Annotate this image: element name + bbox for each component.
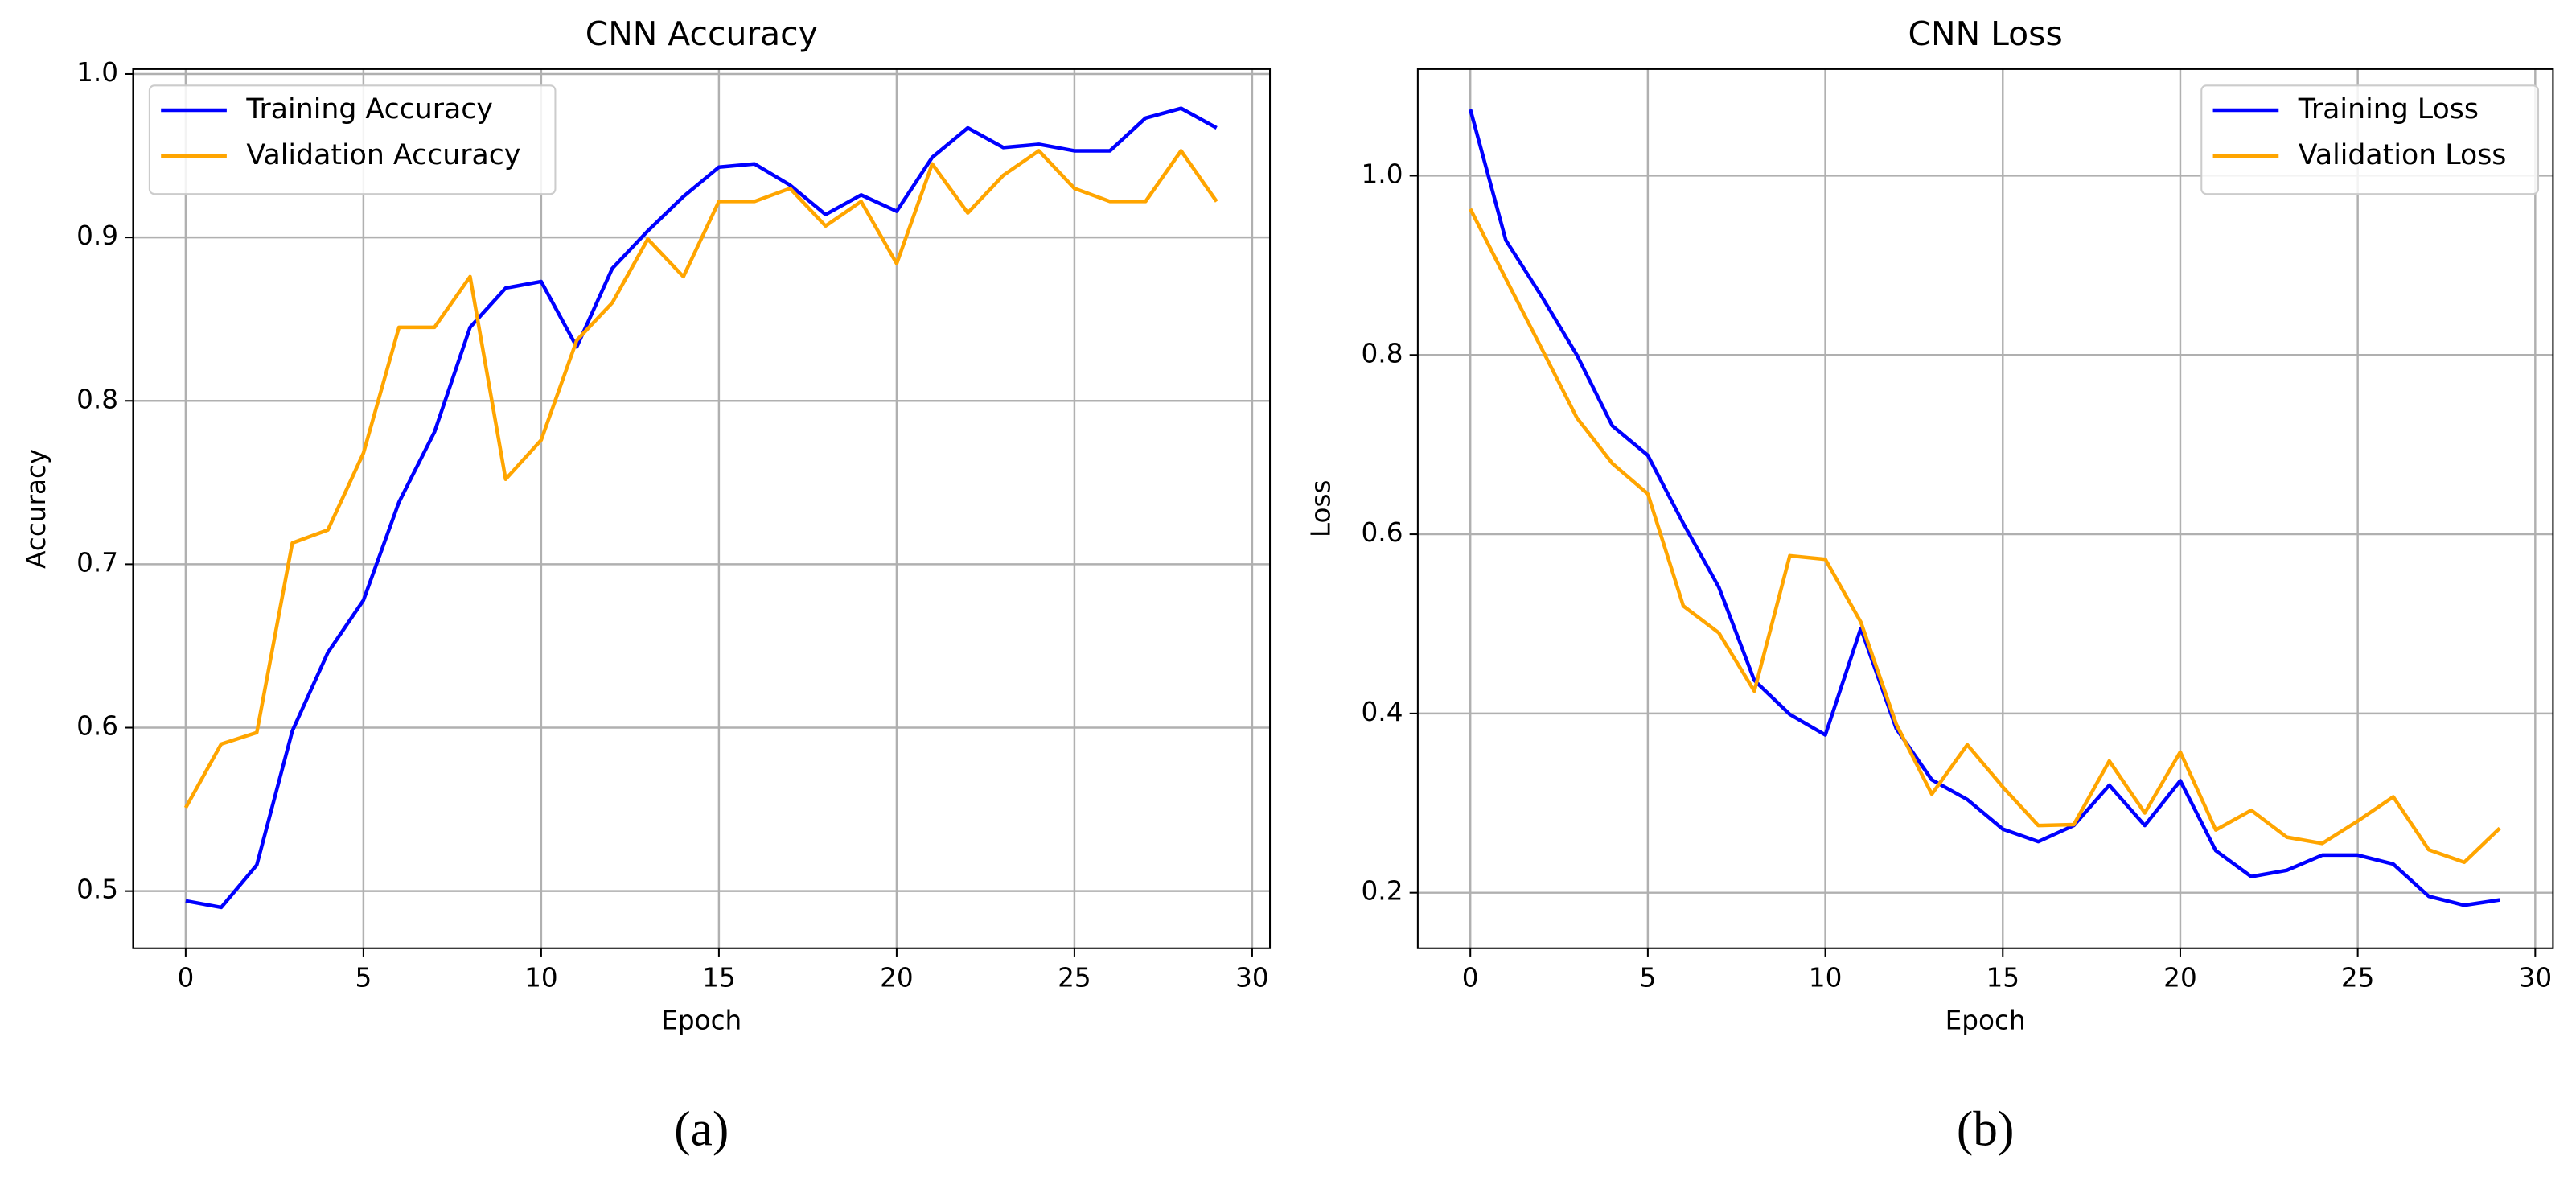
y-tick-label: 0.6 — [76, 711, 118, 742]
x-tick-label: 25 — [1058, 963, 1091, 994]
x-tick-label: 20 — [880, 963, 914, 994]
data-line — [1469, 208, 2501, 865]
y-tick-label: 1.0 — [76, 57, 118, 88]
y-tick-label: 0.6 — [1362, 517, 1403, 548]
x-tick-label: 10 — [524, 963, 558, 994]
y-tick-label: 0.8 — [1362, 338, 1403, 368]
x-tick-label: 0 — [1462, 963, 1479, 994]
plot-frame — [1416, 68, 2554, 949]
y-tick-label: 0.2 — [1362, 876, 1403, 907]
x-tick-label: 30 — [1235, 963, 1269, 994]
y-tick-label: 0.5 — [76, 874, 118, 905]
x-tick-label: 0 — [177, 963, 194, 994]
x-tick-label: 30 — [2519, 963, 2553, 994]
caption: (a) — [674, 1102, 729, 1157]
plot-frame — [132, 68, 1272, 949]
y-tick-label: 0.9 — [76, 220, 118, 251]
legend-box — [2200, 84, 2540, 195]
data-line — [1469, 109, 2500, 907]
legend-label: Training Loss — [2298, 93, 2479, 125]
y-axis-label: Accuracy — [21, 449, 51, 569]
y-axis-label: Loss — [1305, 479, 1336, 537]
chart-title: CNN Accuracy — [585, 14, 818, 53]
chart-title: CNN Loss — [1908, 14, 2063, 53]
x-axis-label: Epoch — [661, 1006, 742, 1036]
x-tick-label: 15 — [702, 963, 736, 994]
legend-label: Validation Loss — [2299, 139, 2507, 171]
x-tick-label: 15 — [1986, 963, 2019, 994]
caption: (b) — [1957, 1102, 2014, 1157]
y-tick-label: 0.7 — [76, 547, 118, 578]
data-line — [183, 149, 1218, 809]
legend-label: Validation Accuracy — [246, 139, 520, 171]
y-tick-label: 0.8 — [76, 384, 118, 414]
data-line — [185, 106, 1218, 910]
y-tick-label: 1.0 — [1362, 158, 1403, 189]
x-axis-label: Epoch — [1945, 1006, 2026, 1036]
legend-box — [148, 84, 557, 195]
x-tick-label: 10 — [1809, 963, 1843, 994]
legend-label: Training Accuracy — [245, 93, 493, 125]
x-tick-label: 25 — [2341, 963, 2375, 994]
x-tick-label: 5 — [1639, 963, 1656, 994]
x-tick-label: 20 — [2163, 963, 2197, 994]
x-tick-label: 5 — [355, 963, 372, 994]
y-tick-label: 0.4 — [1362, 697, 1403, 727]
